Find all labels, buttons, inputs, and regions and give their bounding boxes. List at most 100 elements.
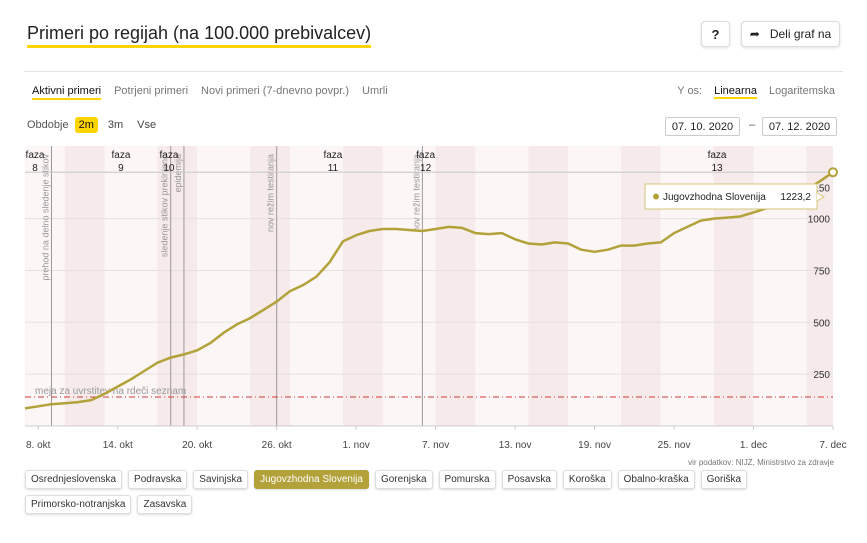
- x-tick-label: 13. nov: [499, 440, 532, 451]
- phase-label: faza: [323, 150, 342, 161]
- y-tick-label: 750: [813, 266, 830, 277]
- day-band: [223, 146, 237, 426]
- day-band: [780, 146, 794, 426]
- day-band: [342, 146, 357, 426]
- region-button-pomurska[interactable]: Pomurska: [438, 470, 496, 489]
- day-band: [488, 146, 502, 426]
- yaxis-linear-option[interactable]: Linearna: [714, 85, 757, 99]
- yaxis-scale-selector: Y os: Linearna Logaritemska: [677, 85, 835, 99]
- period-2m-button[interactable]: 2m: [74, 117, 98, 133]
- day-band: [435, 146, 449, 426]
- day-band: [462, 146, 476, 426]
- day-band: [382, 146, 396, 426]
- period-selector: Obdobje 2m 3m Vse: [27, 117, 166, 133]
- phase-label: faza: [708, 150, 727, 161]
- day-band: [409, 146, 423, 426]
- day-band: [594, 146, 608, 426]
- day-band: [395, 146, 410, 426]
- day-band: [64, 146, 78, 426]
- day-band: [634, 146, 648, 426]
- region-button-podravska[interactable]: Podravska: [128, 470, 188, 489]
- region-button-savinjska[interactable]: Savinjska: [193, 470, 249, 489]
- active-cases-chart: 250 500 750 1000 150 prehod na delno sledenje…: [24, 146, 847, 451]
- event-label: nov režim testiranja: [266, 154, 276, 232]
- x-tick-label: 26. okt: [262, 440, 292, 451]
- y-tick-label: 150: [813, 183, 830, 194]
- day-band: [475, 146, 489, 426]
- event-label: nov režim testiranja: [411, 154, 421, 232]
- period-all-button[interactable]: Vse: [137, 119, 157, 131]
- day-band: [25, 146, 39, 426]
- day-band: [713, 146, 728, 426]
- region-button-jugovzhodna-slovenija[interactable]: Jugovzhodna Slovenija: [254, 470, 369, 489]
- day-band: [541, 146, 555, 426]
- day-band: [766, 146, 781, 426]
- tooltip-series-name: Jugovzhodna Slovenija: [663, 192, 766, 203]
- region-button-osrednjeslovenska[interactable]: Osrednjeslovenska: [25, 470, 123, 489]
- period-3m-button[interactable]: 3m: [107, 119, 124, 131]
- yaxis-label: Y os:: [677, 85, 703, 97]
- region-button-zasavska[interactable]: Zasavska: [137, 495, 193, 514]
- day-band: [554, 146, 569, 426]
- share-button[interactable]: ➦ Deli graf na: [741, 21, 840, 47]
- event-label: prehod na delno sledenje stikov: [40, 154, 50, 281]
- metric-tabs: Aktivni primeri Potrjeni primeri Novi pr…: [32, 85, 401, 100]
- day-band: [316, 146, 330, 426]
- tab-deaths[interactable]: Umrli: [362, 85, 388, 97]
- day-band: [263, 146, 277, 426]
- help-button[interactable]: ?: [701, 21, 730, 47]
- tab-active-cases[interactable]: Aktivni primeri: [32, 85, 102, 100]
- tooltip-series-dot: [653, 193, 659, 200]
- event-label: sledenje stikov prekinjeno: [160, 154, 170, 257]
- date-to-input[interactable]: 07. 12. 2020: [762, 117, 837, 136]
- day-band: [806, 146, 820, 426]
- day-band: [183, 146, 198, 426]
- day-band: [210, 146, 224, 426]
- day-band: [700, 146, 714, 426]
- tab-new-cases[interactable]: Novi primeri (7-dnevno povpr.): [201, 85, 349, 97]
- day-band: [568, 146, 582, 426]
- header-divider: [24, 71, 843, 72]
- phase-number: 13: [711, 163, 723, 174]
- phase-number: 8: [32, 163, 38, 174]
- day-band: [91, 146, 105, 426]
- day-band: [236, 146, 251, 426]
- day-band: [647, 146, 661, 426]
- date-separator: –: [749, 119, 756, 131]
- phase-label: faza: [416, 150, 435, 161]
- day-band: [51, 146, 65, 426]
- region-button-gorenjska[interactable]: Gorenjska: [374, 470, 433, 489]
- region-button-goriška[interactable]: Goriška: [700, 470, 748, 489]
- date-from-input[interactable]: 07. 10. 2020: [665, 117, 740, 136]
- day-band: [250, 146, 264, 426]
- day-band: [528, 146, 542, 426]
- day-band: [422, 146, 436, 426]
- share-arrow-icon: ➦: [749, 27, 760, 41]
- y-tick-label: 1000: [808, 215, 831, 226]
- day-band: [117, 146, 131, 426]
- day-band: [581, 146, 595, 426]
- event-label: epidemija: [173, 154, 183, 193]
- y-tick-label: 500: [813, 318, 830, 329]
- region-button-koroška[interactable]: Koroška: [562, 470, 612, 489]
- day-band: [369, 146, 383, 426]
- x-tick-label: 19. nov: [578, 440, 611, 451]
- region-selector: Osrednjeslovenska Podravska Savinjska Jugov…: [25, 470, 835, 520]
- region-button-primorsko-notranjska[interactable]: Primorsko-notranjska: [25, 495, 132, 514]
- data-point-highlight[interactable]: [828, 167, 838, 178]
- day-band: [753, 146, 767, 426]
- tooltip-value: 1223,2: [780, 192, 811, 203]
- day-band: [660, 146, 675, 426]
- day-band: [104, 146, 118, 426]
- region-button-obalno-kraška[interactable]: Obalno-kraška: [617, 470, 695, 489]
- day-band: [303, 146, 317, 426]
- x-tick-label: 1. nov: [343, 440, 370, 451]
- day-band: [356, 146, 370, 426]
- tab-confirmed-cases[interactable]: Potrjeni primeri: [114, 85, 189, 97]
- day-band: [329, 146, 343, 426]
- yaxis-log-option[interactable]: Logaritemska: [768, 85, 835, 97]
- region-button-posavska[interactable]: Posavska: [501, 470, 557, 489]
- phase-number: 12: [420, 163, 432, 174]
- day-band: [674, 146, 688, 426]
- day-band: [77, 146, 92, 426]
